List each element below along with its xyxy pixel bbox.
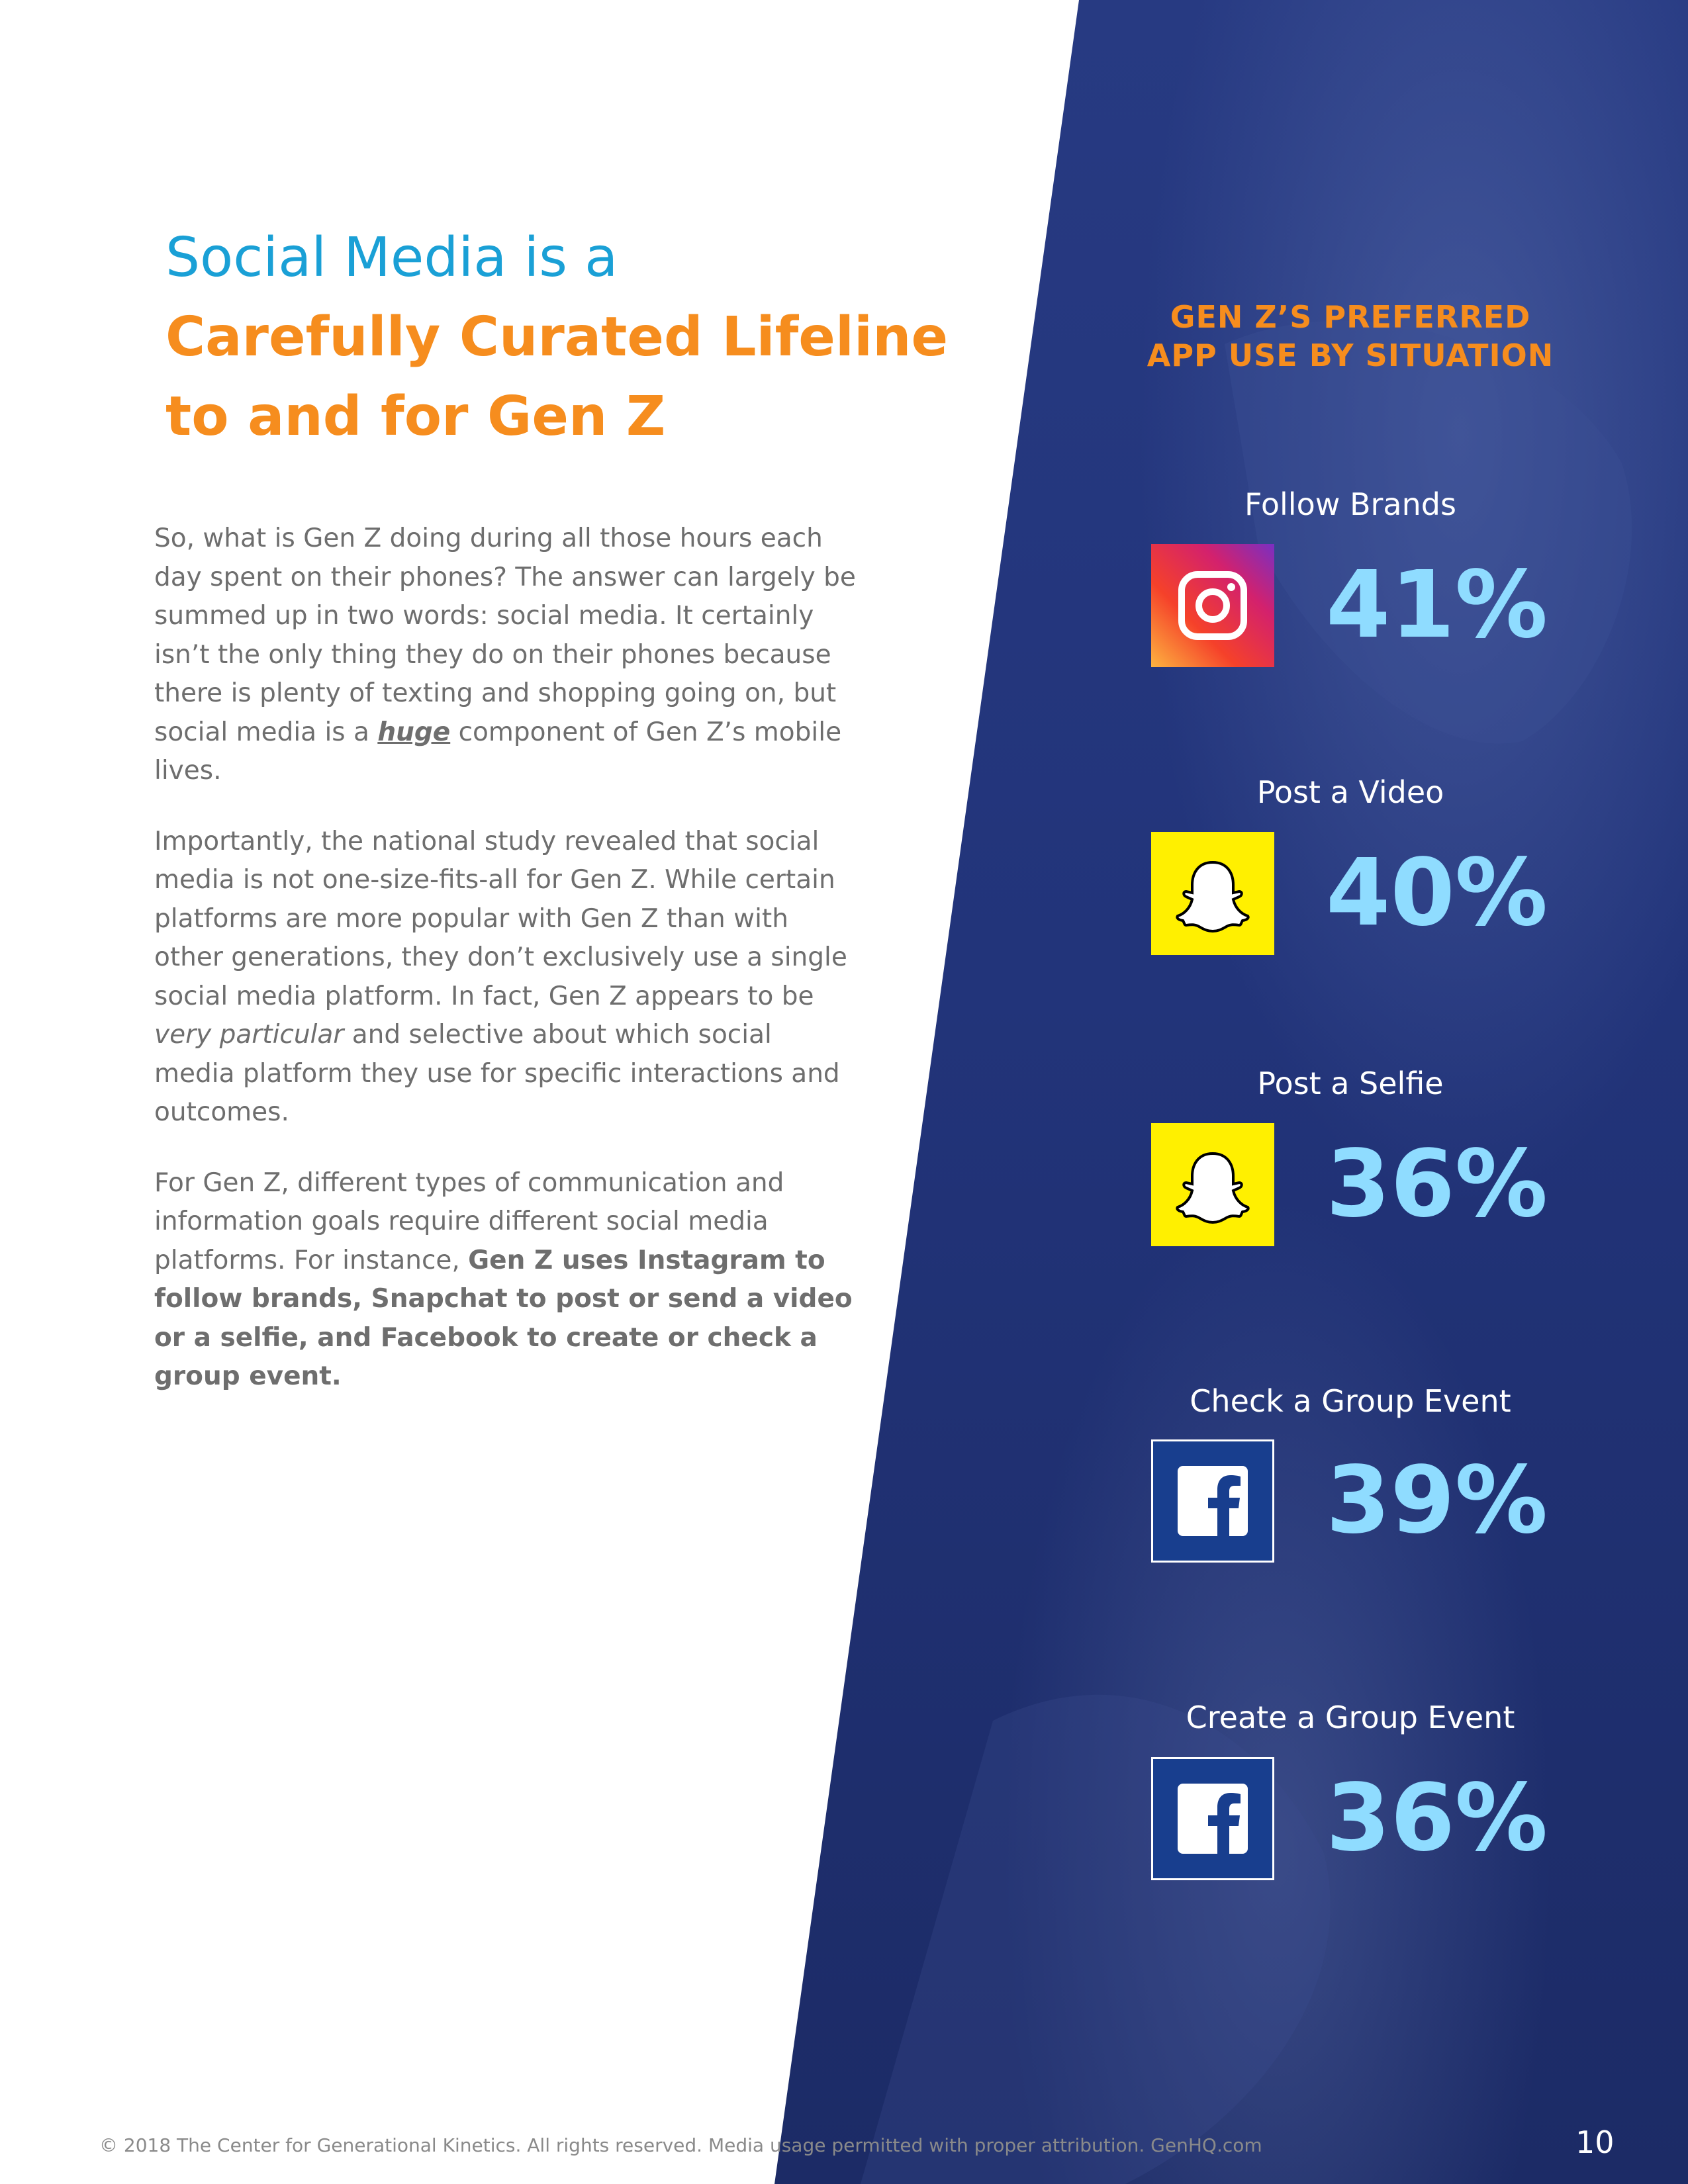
stat-label-create-group-event: Create a Group Event	[1186, 1700, 1515, 1735]
stat-label-post-selfie: Post a Selfie	[1257, 1066, 1444, 1101]
paragraph-2: Importantly, the national study revealed…	[154, 826, 847, 1128]
body-copy: So, what is Gen Z doing during all those…	[154, 520, 856, 1428]
stat-value-check-group-event: 39%	[1326, 1447, 1548, 1555]
paragraph-3: For Gen Z, different types of communicat…	[154, 1167, 853, 1392]
emphasis-huge: huge	[377, 717, 451, 747]
page-heading: Social Media is a Carefully Curated Life…	[165, 218, 993, 457]
stat-label-post-video: Post a Video	[1256, 774, 1444, 810]
stat-label-follow-brands: Follow Brands	[1244, 486, 1456, 522]
emphasis-very-particular: very particular	[154, 1020, 344, 1050]
facebook-icon	[1151, 1757, 1274, 1880]
heading-line-1: Social Media is a	[165, 226, 618, 289]
stat-label-check-group-event: Check a Group Event	[1190, 1383, 1511, 1419]
paragraph-1: So, what is Gen Z doing during all those…	[154, 523, 856, 786]
snapchat-icon	[1151, 832, 1274, 955]
heading-line-3: to and for Gen Z	[165, 385, 666, 448]
stat-value-post-selfie: 36%	[1326, 1130, 1548, 1238]
emphasis-summary: Gen Z uses Instagram to follow brands, S…	[154, 1245, 853, 1392]
panel-title: GEN Z’S PREFERRED APP USE BY SITUATION	[1147, 299, 1554, 373]
facebook-icon	[1151, 1439, 1274, 1563]
heading-line-2: Carefully Curated Lifeline	[165, 306, 949, 369]
stat-value-follow-brands: 41%	[1326, 551, 1548, 659]
footer-copyright: © 2018 The Center for Generational Kinet…	[99, 2134, 1262, 2156]
instagram-icon	[1151, 544, 1274, 667]
stat-value-create-group-event: 36%	[1326, 1764, 1548, 1872]
page-number: 10	[1575, 2124, 1615, 2160]
snapchat-icon	[1151, 1123, 1274, 1246]
stat-value-post-video: 40%	[1326, 839, 1548, 947]
